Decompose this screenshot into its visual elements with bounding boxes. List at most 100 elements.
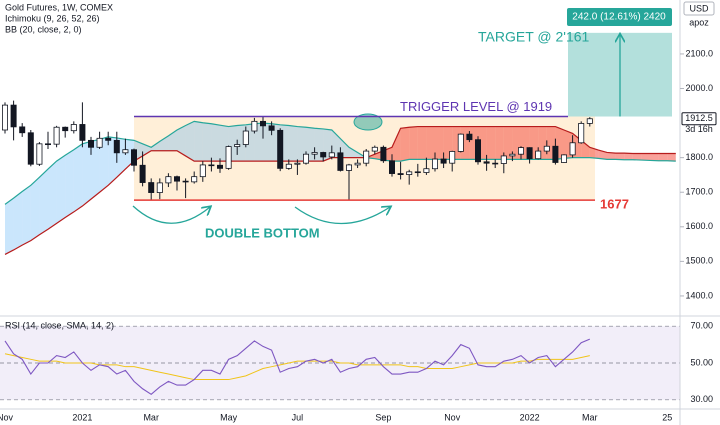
candle-body <box>337 152 344 171</box>
cloud-segment <box>159 135 169 151</box>
cloud-segment <box>82 141 91 207</box>
cloud-segment <box>495 126 504 160</box>
measure-box <box>567 8 672 26</box>
level-label: TRIGGER LEVEL @ 1919 <box>400 99 552 114</box>
cloud-segment <box>91 139 100 200</box>
scale-mode[interactable]: apoz <box>689 17 709 27</box>
y-tick-label: 2100.0 <box>685 48 713 58</box>
rsi-tick-label: 30.00 <box>690 394 713 404</box>
candle-body <box>363 150 370 164</box>
cloud-segment <box>641 153 650 161</box>
candle-body <box>62 126 69 132</box>
candle-body <box>311 152 318 155</box>
cloud-segment <box>56 155 66 224</box>
candle-body <box>225 146 232 169</box>
rsi-line <box>4 338 591 395</box>
candle-body <box>156 182 163 193</box>
candle-body <box>320 152 327 158</box>
candle-body <box>53 126 60 145</box>
candle-body <box>45 143 52 146</box>
cloud-segment <box>417 126 427 160</box>
x-tick-label: Mar <box>582 412 598 422</box>
cloud-segment <box>202 122 212 162</box>
candle-body <box>10 104 17 128</box>
cloud-segment <box>435 126 444 160</box>
candle-body <box>2 104 8 131</box>
candle-body <box>122 149 129 154</box>
x-tick-label: 2021 <box>72 412 92 422</box>
candle-body <box>130 149 137 166</box>
candle-body <box>251 120 258 132</box>
cloud-segment <box>5 198 14 255</box>
candle-body <box>569 142 576 156</box>
y-tick-label: 1400.0 <box>685 290 713 300</box>
rsi-sma-line <box>4 353 590 381</box>
rsi-tick-label: 50.00 <box>690 357 713 367</box>
cloud-segment <box>177 125 186 156</box>
candle-body <box>182 180 189 183</box>
candle-body <box>328 152 335 158</box>
cloud-segment <box>486 126 496 160</box>
rsi-legend: RSI (14, close, SMA, 14, 2) <box>5 320 114 330</box>
cloud-segment <box>288 125 298 162</box>
candle-body <box>345 164 352 171</box>
level-label: 1677 <box>600 197 629 212</box>
candle-body <box>199 164 206 178</box>
cloud-segment <box>658 153 668 161</box>
candle-body <box>380 146 387 162</box>
candle-body <box>173 176 180 182</box>
cloud-segment <box>589 147 599 159</box>
x-tick-label: Jul <box>292 412 304 422</box>
target-label: TARGET @ 2'161 <box>478 29 590 45</box>
candle-body <box>148 182 155 193</box>
cloud-segment <box>409 126 418 160</box>
cloud-segment <box>581 140 590 158</box>
candle-body <box>88 139 95 148</box>
cloud-segment <box>30 177 40 241</box>
candle-body <box>27 132 34 165</box>
candle-body <box>79 124 86 141</box>
candle-body <box>466 133 473 141</box>
candle-body <box>578 123 585 144</box>
cloud-segment <box>254 123 263 162</box>
candle-body <box>406 171 413 175</box>
cloud-segment <box>297 126 306 162</box>
cloud-segment <box>615 153 625 160</box>
price-tag-label: 1912.5 <box>685 113 713 123</box>
candle-body <box>543 145 550 152</box>
y-tick-label: 1500.0 <box>685 256 713 266</box>
candle-body <box>500 155 507 164</box>
cloud-segment <box>168 129 177 151</box>
cloud-segment <box>650 153 659 161</box>
candle-body <box>277 129 284 169</box>
cloud-segment <box>151 141 160 151</box>
candle-body <box>535 150 542 160</box>
cloud-segment <box>39 169 48 235</box>
candle-body <box>268 125 275 131</box>
candle-body <box>457 133 464 152</box>
candle-body <box>397 173 404 175</box>
candle-body <box>96 137 103 148</box>
candle-body <box>388 160 395 174</box>
candle-body <box>208 164 215 167</box>
candle-body <box>561 154 568 163</box>
candle-body <box>526 147 533 160</box>
highlight-oval <box>353 113 383 131</box>
cloud-segment <box>392 128 401 162</box>
currency[interactable]: USD <box>689 3 709 13</box>
indicator-legend: Ichimoku (9, 26, 52, 26) <box>5 13 100 23</box>
arrow <box>294 207 390 225</box>
y-tick-label: 1600.0 <box>685 221 713 231</box>
candle-body <box>414 171 421 174</box>
candle-body <box>483 161 490 164</box>
currency-box[interactable] <box>683 1 715 16</box>
cloud-segment <box>632 153 642 161</box>
y-tick-label: 1800.0 <box>685 152 713 162</box>
candle-body <box>139 164 146 183</box>
cloud-segment <box>22 185 31 246</box>
x-tick-label: May <box>220 412 238 422</box>
cloud-segment <box>211 123 220 162</box>
plot-mid <box>2 100 676 395</box>
cloud-segment <box>194 121 203 162</box>
